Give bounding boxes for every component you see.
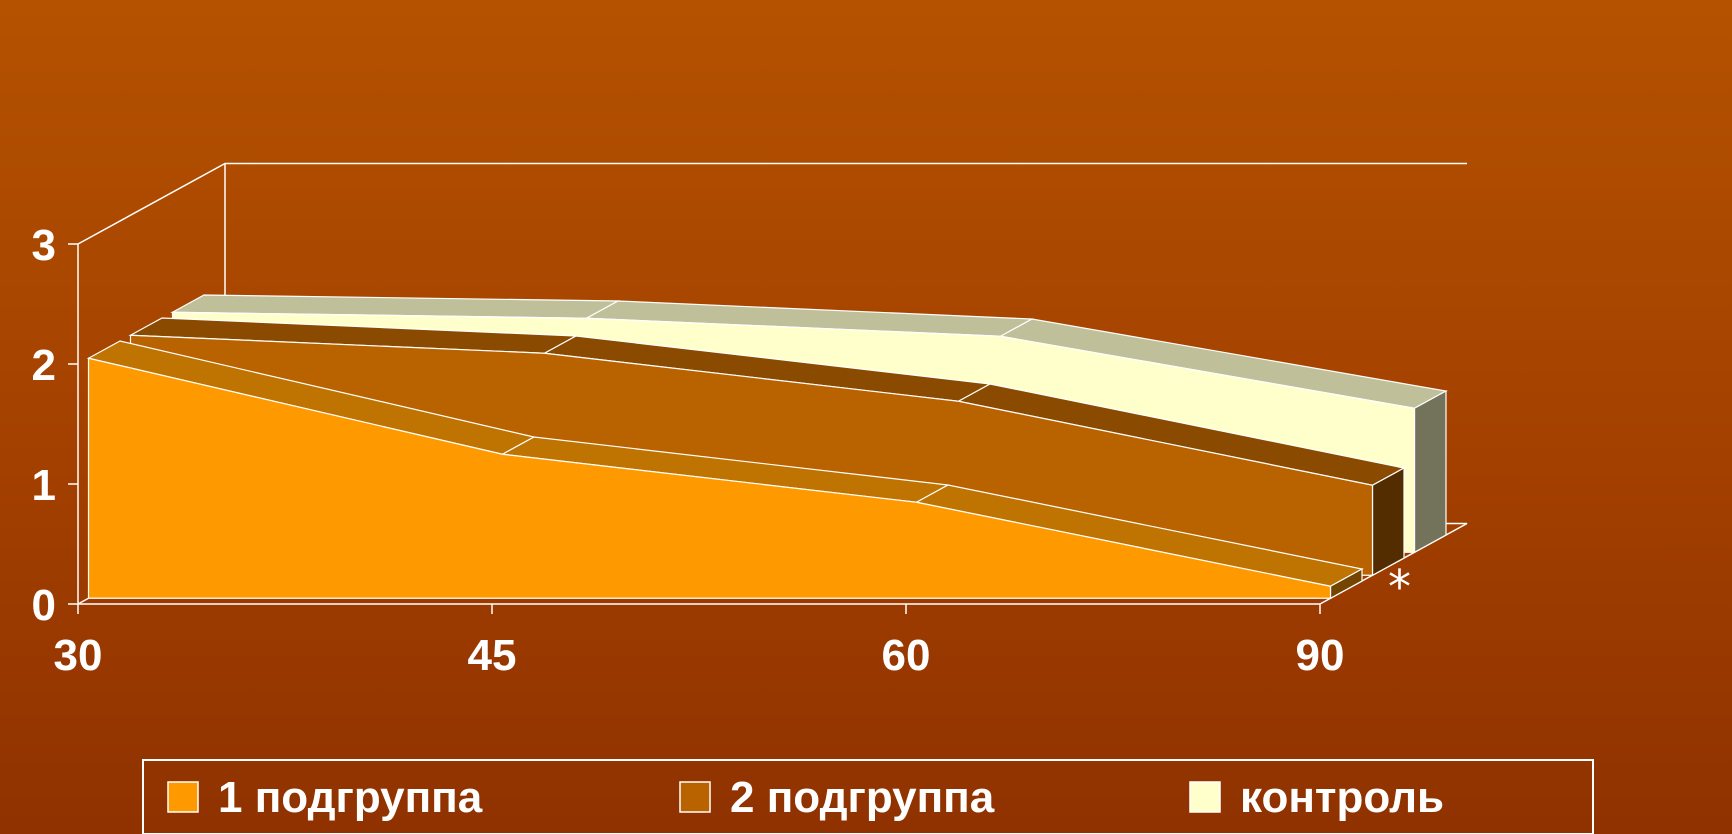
legend-item: 2 подгруппа <box>679 773 995 822</box>
y-tick-label: 3 <box>32 221 56 270</box>
legend-label: 1 подгруппа <box>218 773 483 822</box>
y-tick-label: 0 <box>32 581 56 630</box>
x-tick-label: 60 <box>882 631 931 680</box>
legend: 1 подгруппа 2 подгруппа контроль <box>142 759 1594 834</box>
series-1-area <box>87 357 1332 599</box>
legend-label: 2 подгруппа <box>730 773 995 822</box>
legend-label: контроль <box>1240 773 1444 822</box>
significance-marker: * <box>1388 560 1411 614</box>
y-tick-label: 1 <box>32 461 56 510</box>
x-tick-label: 90 <box>1296 631 1345 680</box>
x-tick-label: 45 <box>468 631 517 680</box>
series-3-side <box>1413 389 1447 554</box>
top-wall-outline <box>77 162 1467 245</box>
legend-swatch <box>167 781 199 813</box>
legend-item: 1 подгруппа <box>167 773 483 822</box>
y-tick-label: 2 <box>32 341 56 390</box>
y-axis: 0 1 2 3 <box>32 221 79 630</box>
legend-item: контроль <box>1189 773 1444 822</box>
series-1 <box>86 340 1364 600</box>
legend-swatch <box>679 781 711 813</box>
legend-box <box>142 759 1594 834</box>
x-tick-label: 30 <box>54 631 103 680</box>
legend-swatch <box>1189 781 1221 813</box>
x-axis: 30 45 60 90 <box>54 603 1345 680</box>
area-series <box>86 294 1448 600</box>
